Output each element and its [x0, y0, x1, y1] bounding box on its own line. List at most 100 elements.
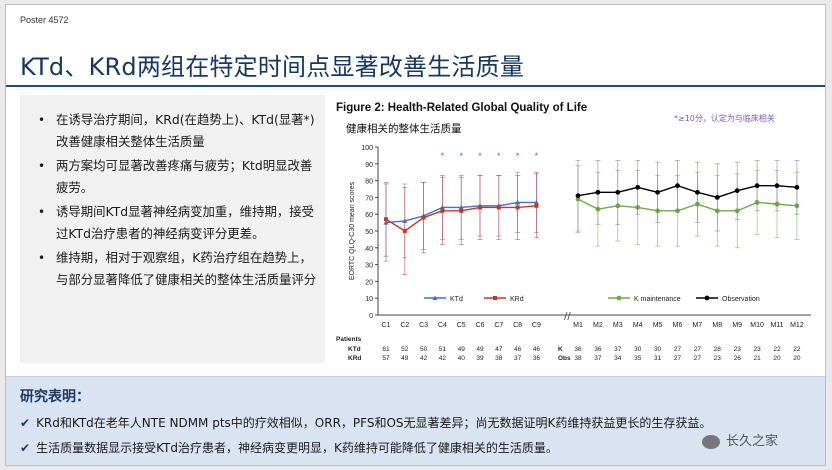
y-tick-label: 80 — [365, 179, 373, 186]
x-tick-label: M3 — [613, 322, 623, 329]
x-tick-label: C5 — [457, 322, 466, 329]
patients-count: 61 — [382, 346, 390, 353]
x-tick-label: M8 — [712, 322, 722, 329]
y-tick-label: 70 — [365, 195, 373, 202]
title-divider — [6, 85, 825, 87]
legend-marker — [616, 295, 622, 301]
check-icon: ✔ — [20, 441, 31, 455]
data-point — [595, 189, 601, 195]
x-tick-label: M2 — [593, 322, 603, 329]
x-tick-label: C8 — [513, 322, 522, 329]
patients-count: 22 — [793, 346, 801, 353]
slide-title: KTd、KRd两组在特定时间点显著改善生活质量 — [20, 53, 525, 81]
data-point — [575, 193, 581, 199]
patients-count: 42 — [439, 355, 447, 362]
legend-label: KTd — [450, 296, 463, 303]
bullet-panel: 在诱导治疗期间，KRd(在趋势上)、KTd(显著*)改善健康相关整体生活质量 两… — [20, 95, 325, 363]
check-icon: ✔ — [20, 416, 31, 430]
patients-count: 36 — [594, 346, 602, 353]
patients-count: 50 — [420, 346, 428, 353]
y-tick-label: 40 — [365, 246, 373, 253]
data-point — [515, 205, 520, 210]
data-point — [402, 229, 407, 233]
patients-count: 27 — [674, 355, 682, 362]
data-point — [695, 189, 700, 195]
patients-count: 27 — [674, 346, 682, 353]
data-point — [635, 184, 641, 190]
watermark-text: 长久之家 — [726, 434, 779, 449]
patients-count: 52 — [401, 346, 409, 353]
y-tick-label: 50 — [365, 229, 373, 236]
x-tick-label: M9 — [732, 322, 742, 329]
patients-count: 49 — [476, 346, 484, 353]
patients-count: 49 — [458, 346, 466, 353]
conclusion-line: ✔ KRd和KTd在老年人NTE NDMM pts中的疗效相似，ORR，PFS和O… — [20, 414, 711, 431]
patients-count: 36 — [533, 355, 541, 362]
bullet-item: 两方案均可显著改善疼痛与疲劳；Ktd明显改善疲劳。 — [28, 155, 319, 199]
data-point — [675, 183, 680, 189]
data-point — [496, 205, 501, 210]
x-tick-label: M1 — [573, 322, 583, 329]
bullet-item: 维持期，相对于观察组，K药治疗组在趋势上，与部分显著降低了健康相关的整体生活质量… — [28, 247, 319, 291]
x-tick-label: C2 — [400, 322, 409, 329]
data-point — [534, 203, 539, 208]
data-point — [440, 208, 445, 213]
patients-row-label: K — [558, 346, 563, 353]
data-point — [615, 189, 621, 195]
y-tick-label: 60 — [365, 212, 373, 219]
data-point — [734, 188, 740, 194]
conclusion-text: KRd和KTd在老年人NTE NDMM pts中的疗效相似，ORR，PFS和OS… — [36, 416, 712, 430]
wechat-icon — [702, 434, 720, 449]
x-tick-label: C9 — [532, 322, 541, 329]
patients-count: 36 — [574, 346, 582, 353]
x-tick-label: M12 — [790, 322, 804, 329]
significance-asterisk: * — [478, 151, 482, 161]
x-tick-label: M7 — [693, 322, 703, 329]
patients-count: 57 — [382, 355, 390, 362]
data-point — [421, 215, 426, 220]
conclusion-line: ✔ 生活质量数据显示接受KTd治疗患者，神经病变更明显，K药维持可能降低了健康相关… — [20, 439, 558, 456]
significance-asterisk: * — [535, 151, 539, 161]
patients-count: 21 — [753, 355, 761, 362]
series-line-observation — [577, 184, 797, 199]
patients-count: 47 — [495, 346, 503, 353]
patients-label: Patients — [336, 336, 362, 343]
x-tick-label: M10 — [750, 322, 764, 329]
patients-row-label: KRd — [348, 355, 361, 362]
legend-label: K maintenance — [634, 296, 681, 303]
x-tick-label: M4 — [633, 322, 643, 329]
patients-count: 49 — [401, 355, 409, 362]
x-tick-label: M6 — [673, 322, 683, 329]
series-line-k-maintenance — [577, 198, 797, 212]
data-point — [459, 208, 464, 213]
data-point — [774, 183, 780, 189]
patients-count: 40 — [458, 355, 466, 362]
bullet-item: 诱导期间KTd显著神经病变加重，维持期，接受过KTd治疗患者的神经病变评分更差。 — [28, 201, 319, 245]
significance-asterisk: * — [497, 151, 501, 161]
patients-count: 30 — [654, 346, 662, 353]
patients-count: 38 — [574, 355, 582, 362]
axis-break-mark: // — [564, 311, 571, 322]
patients-count: 22 — [773, 346, 781, 353]
conclusion-text: 生活质量数据显示接受KTd治疗患者，神经病变更明显，K药维持可能降低了健康相关的… — [36, 441, 558, 455]
significance-asterisk: * — [459, 151, 463, 161]
y-tick-label: 20 — [365, 279, 373, 286]
patients-count: 20 — [773, 355, 781, 362]
patients-count: 39 — [476, 355, 484, 362]
patients-count: 34 — [614, 355, 622, 362]
poster-label: Poster 4572 — [20, 15, 69, 25]
patients-count: 38 — [495, 355, 503, 362]
watermark: 长久之家 — [702, 430, 778, 449]
figure-title: Figure 2: Health-Related Global Quality … — [336, 102, 588, 114]
x-tick-label: C7 — [494, 322, 503, 329]
x-tick-label: C4 — [438, 322, 447, 329]
legend-marker — [493, 296, 497, 300]
x-tick-label: M5 — [653, 322, 663, 329]
patients-count: 35 — [634, 355, 642, 362]
patients-count: 20 — [793, 355, 801, 362]
patients-row-label: KTd — [348, 346, 361, 353]
patients-count: 46 — [514, 346, 522, 353]
patients-count: 37 — [514, 355, 522, 362]
y-tick-label: 0 — [369, 313, 373, 320]
patients-count: 27 — [694, 355, 702, 362]
